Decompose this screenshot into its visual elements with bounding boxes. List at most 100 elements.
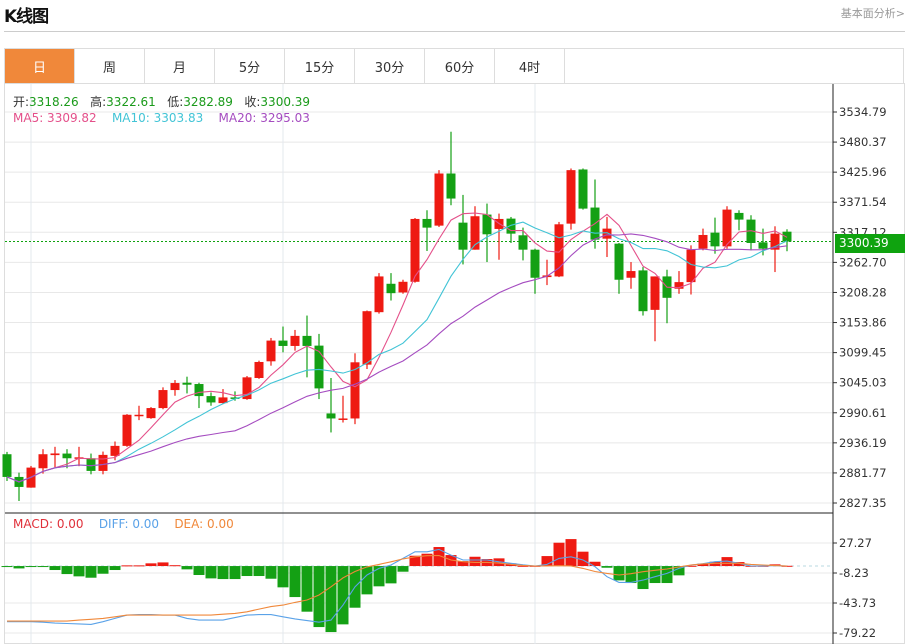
candle-up	[98, 454, 108, 471]
candle-down	[446, 173, 456, 199]
macd-bar	[61, 566, 73, 575]
macd-bar	[553, 542, 565, 567]
macd-bar	[109, 566, 121, 571]
ma10-legend: MA10: 3303.83	[111, 111, 204, 125]
price-tick-label: 2936.19	[839, 436, 887, 450]
macd-bar	[301, 566, 313, 612]
candle-up	[374, 276, 384, 313]
price-tick-label: 3153.86	[839, 316, 887, 330]
candle-down	[782, 231, 792, 242]
macd-legend-value: MACD: 0.00	[13, 517, 84, 531]
candle-down	[194, 384, 204, 397]
macd-bar	[181, 566, 193, 570]
macd-bar	[229, 566, 241, 580]
candle-down	[530, 249, 540, 278]
candle-down	[182, 382, 192, 385]
macd-bar	[601, 566, 613, 568]
tab-week[interactable]: 周	[75, 49, 145, 83]
candle-up	[146, 408, 156, 419]
ohlc-legend: 开:3318.26 高:3322.61 低:3282.89 收:3300.39	[13, 93, 310, 110]
macd-bar	[1, 566, 13, 568]
macd-bar	[637, 566, 649, 590]
macd-bar	[589, 561, 601, 567]
candle-up	[350, 362, 360, 419]
price-tick-label: 3208.28	[839, 285, 887, 299]
macd-bar	[577, 551, 589, 567]
candle-down	[2, 454, 12, 477]
macd-bar	[37, 566, 49, 568]
macd-bar	[409, 555, 421, 567]
macd-bar	[205, 566, 217, 579]
macd-bar	[397, 566, 409, 572]
tab-15min[interactable]: 15分	[285, 49, 355, 83]
candle-down	[758, 242, 768, 249]
macd-bar	[169, 565, 181, 567]
macd-bar	[685, 565, 697, 567]
low-value: 3282.89	[183, 95, 233, 109]
macd-bar	[673, 566, 685, 576]
candle-up	[338, 418, 348, 420]
macd-bar	[13, 566, 25, 569]
close-value: 3300.39	[260, 95, 311, 109]
candle-down	[86, 458, 96, 471]
macd-bar	[697, 563, 709, 567]
ma20-legend: MA20: 3295.03	[218, 111, 310, 125]
macd-legend: MACD: 0.00 DIFF: 0.00 DEA: 0.00	[13, 517, 234, 531]
candle-down	[422, 218, 432, 228]
price-tick-label: 2990.61	[839, 406, 887, 420]
price-tick-label: 3045.03	[839, 376, 887, 390]
candle-down	[206, 396, 216, 403]
candle-down	[482, 214, 492, 235]
candle-up	[398, 281, 408, 293]
macd-tick-label: -8.23	[839, 566, 869, 580]
macd-bar	[649, 566, 661, 584]
page-title: K线图	[4, 7, 49, 27]
macd-bar	[49, 566, 61, 571]
macd-bar	[625, 566, 637, 584]
close-label: 收:	[244, 95, 261, 109]
candle-down	[518, 235, 528, 250]
candle-down	[278, 340, 288, 346]
candle-down	[326, 413, 336, 419]
tab-60min[interactable]: 60分	[425, 49, 495, 83]
macd-bar	[565, 539, 577, 567]
macd-bar	[145, 563, 157, 567]
macd-tick-label: -43.73	[839, 596, 876, 610]
macd-bar	[517, 565, 529, 567]
macd-bar	[217, 566, 229, 580]
tab-month[interactable]: 月	[145, 49, 215, 83]
macd-bar	[85, 566, 97, 578]
macd-bar	[133, 565, 145, 567]
macd-bar	[97, 566, 109, 574]
tab-5min[interactable]: 5分	[215, 49, 285, 83]
candle-up	[266, 340, 276, 362]
tab-day[interactable]: 日	[5, 49, 75, 83]
candle-down	[458, 222, 468, 250]
macd-bar	[265, 566, 277, 579]
diff-legend-value: DIFF: 0.00	[98, 517, 160, 531]
candle-up	[554, 224, 564, 277]
macd-bar	[289, 566, 301, 598]
price-tick-label: 2827.35	[839, 496, 887, 510]
candle-down	[734, 212, 744, 220]
candle-down	[62, 453, 72, 459]
candle-up	[38, 454, 48, 469]
price-tick-label: 3534.79	[839, 105, 887, 119]
candle-up	[122, 414, 132, 446]
price-tick-label: 3371.54	[839, 195, 887, 209]
candle-up	[650, 276, 660, 310]
macd-bar	[385, 566, 397, 584]
macd-bar	[781, 565, 793, 567]
tab-30min[interactable]: 30分	[355, 49, 425, 83]
macd-bar	[337, 566, 349, 625]
candle-up	[134, 414, 144, 417]
macd-bar	[661, 566, 673, 584]
macd-bar	[421, 553, 433, 567]
fundamental-analysis-link[interactable]: 基本面分析>	[840, 7, 905, 20]
macd-bar	[325, 566, 337, 633]
candle-up	[698, 234, 708, 249]
tab-4hour[interactable]: 4时	[495, 49, 565, 83]
candle-up	[242, 377, 252, 400]
macd-bar	[613, 566, 625, 581]
